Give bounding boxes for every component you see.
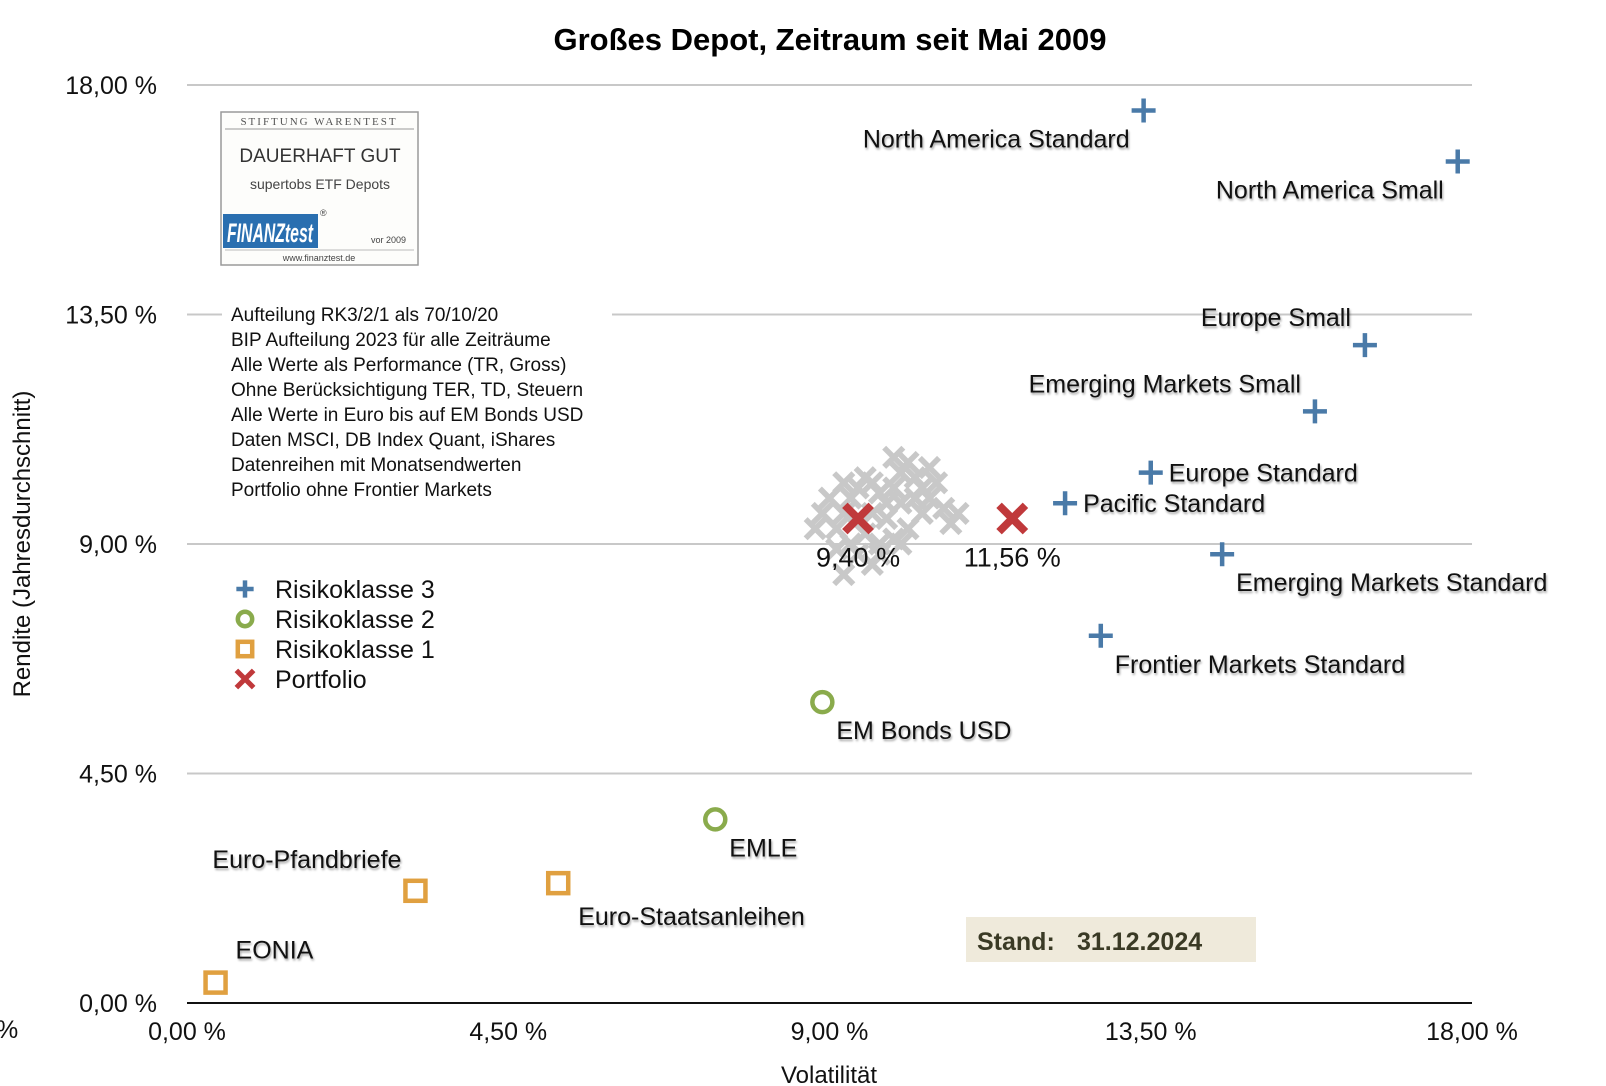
- stand-label: Stand:: [977, 928, 1055, 956]
- point-label: Europe Standard: [1169, 460, 1358, 488]
- data-point: [842, 502, 874, 535]
- point-label: EMLE: [729, 834, 797, 862]
- note-line: Datenreihen mit Monatsendwerten: [231, 455, 521, 476]
- x-tick-label: 0,00 %: [148, 1018, 226, 1046]
- cluster-point: [903, 486, 927, 510]
- x-tick-label: 9,00 %: [791, 1018, 869, 1046]
- data-point: [1131, 98, 1156, 123]
- data-point: [1445, 149, 1470, 174]
- data-point: [545, 870, 571, 896]
- legend-label: Portfolio: [275, 666, 367, 694]
- point-label: Euro-Pfandbriefe: [212, 846, 401, 874]
- cluster-point: [889, 491, 913, 515]
- x-tick-label: 4,50 %: [469, 1018, 547, 1046]
- cluster-point: [925, 471, 949, 495]
- seal-url-text: www.finanztest.de: [282, 253, 356, 263]
- cluster-point: [917, 455, 942, 480]
- note-line: Ohne Berücksichtigung TER, TD, Steuern: [231, 380, 583, 401]
- chart-title: Großes Depot, Zeitraum seit Mai 2009: [553, 22, 1106, 57]
- cluster-point: [810, 501, 834, 525]
- point-label: 9,40 %: [816, 543, 900, 573]
- legend-marker: [235, 609, 255, 629]
- cluster-point: [825, 537, 849, 561]
- point-label: Emerging Markets Small: [1029, 370, 1301, 398]
- data-point: [810, 689, 835, 715]
- data-point: [1088, 623, 1113, 648]
- note-line: Portfolio ohne Frontier Markets: [231, 480, 492, 501]
- cluster-point: [896, 450, 920, 474]
- cluster-point: [889, 532, 913, 556]
- cluster-point: [932, 496, 956, 520]
- seal-sub-text: supertobs ETF Depots: [250, 176, 390, 192]
- cluster-point: [867, 542, 892, 566]
- legend-label: Risikoklasse 1: [275, 636, 435, 664]
- point-label: Europe Small: [1201, 304, 1351, 332]
- seal-top-text: STIFTUNG WARENTEST: [240, 116, 397, 128]
- x-tick-label: 18,00 %: [1426, 1018, 1518, 1046]
- cluster-point: [946, 501, 970, 525]
- data-point: [703, 807, 728, 832]
- note-line: Aufteilung RK3/2/1 als 70/10/20: [231, 305, 498, 326]
- data-point: [203, 970, 228, 995]
- legend-marker: [236, 580, 254, 598]
- data-point: [996, 502, 1029, 535]
- point-labels: North America Standard North America Smal…: [212, 126, 1547, 965]
- point-label: EONIA: [236, 937, 314, 965]
- legend-label: Risikoklasse 2: [275, 606, 435, 634]
- legend-marker: [235, 639, 255, 659]
- data-point: [1210, 542, 1235, 567]
- finanztest-seal: STIFTUNG WARENTEST DAUERHAFT GUT superto…: [220, 111, 419, 266]
- cluster-point: [882, 445, 906, 469]
- seal-registered: ®: [320, 208, 327, 218]
- notes-background: [222, 296, 612, 501]
- point-label: North America Small: [1216, 177, 1444, 205]
- y-axis-label: Rendite (Jahresdurchschnitt): [9, 391, 36, 698]
- data-point: [1053, 491, 1078, 516]
- cluster-point: [832, 471, 856, 495]
- data-point: [403, 878, 428, 904]
- point-label: Frontier Markets Standard: [1115, 651, 1405, 679]
- y-tick-label: 0,00 %: [79, 990, 157, 1018]
- seal-brand-text: FINANZtest: [227, 218, 314, 248]
- cluster-point: [803, 517, 827, 541]
- y-tick-label: 4,50 %: [79, 761, 157, 789]
- point-label: 11,56 %: [964, 543, 1061, 573]
- y-tick-label: 9,00 %: [79, 531, 157, 559]
- note-line: Alle Werte als Performance (TR, Gross): [231, 355, 566, 376]
- seal-main-text: DAUERHAFT GUT: [239, 146, 401, 167]
- cluster-point: [832, 563, 856, 587]
- cluster-point: [882, 476, 906, 500]
- point-label: EM Bonds USD: [836, 717, 1011, 745]
- x-tick-labels: 0,00 % 4,50 % 9,00 % 13,50 % 18,00 %: [148, 1018, 1518, 1046]
- left-edge-label: %: [0, 1016, 18, 1044]
- stand-badge: Stand: 31.12.2024: [966, 917, 1256, 962]
- data-points: [203, 98, 1470, 995]
- stand-date: 31.12.2024: [1077, 928, 1202, 956]
- portfolio-cluster: [803, 445, 970, 587]
- y-tick-label: 18,00 %: [65, 72, 157, 100]
- legend-marker: [234, 668, 256, 690]
- note-line: Alle Werte in Euro bis auf EM Bonds USD: [231, 405, 583, 426]
- cluster-point: [896, 517, 920, 541]
- seal-year-text: vor 2009: [371, 235, 406, 245]
- data-point: [1138, 460, 1163, 485]
- point-label: Emerging Markets Standard: [1236, 569, 1547, 597]
- note-line: BIP Aufteilung 2023 für alle Zeiträume: [231, 330, 551, 351]
- cluster-point: [846, 542, 870, 566]
- y-tick-labels: 0,00 % 4,50 % 9,00 % 13,50 % 18,00 %: [65, 72, 157, 1018]
- data-point: [1302, 399, 1327, 424]
- point-label: North America Standard: [863, 126, 1130, 154]
- x-tick-label: 13,50 %: [1105, 1018, 1197, 1046]
- x-axis-label: Volatilität: [781, 1062, 877, 1086]
- note-line: Daten MSCI, DB Index Quant, iShares: [231, 430, 555, 451]
- legend-label: Risikoklasse 3: [275, 576, 435, 604]
- notes-box: Aufteilung RK3/2/1 als 70/10/20 BIP Aufte…: [231, 305, 583, 501]
- y-tick-label: 13,50 %: [65, 302, 157, 330]
- point-label: Pacific Standard: [1083, 490, 1265, 518]
- data-point: [1352, 333, 1377, 358]
- point-label: Euro-Staatsanleihen: [578, 903, 805, 931]
